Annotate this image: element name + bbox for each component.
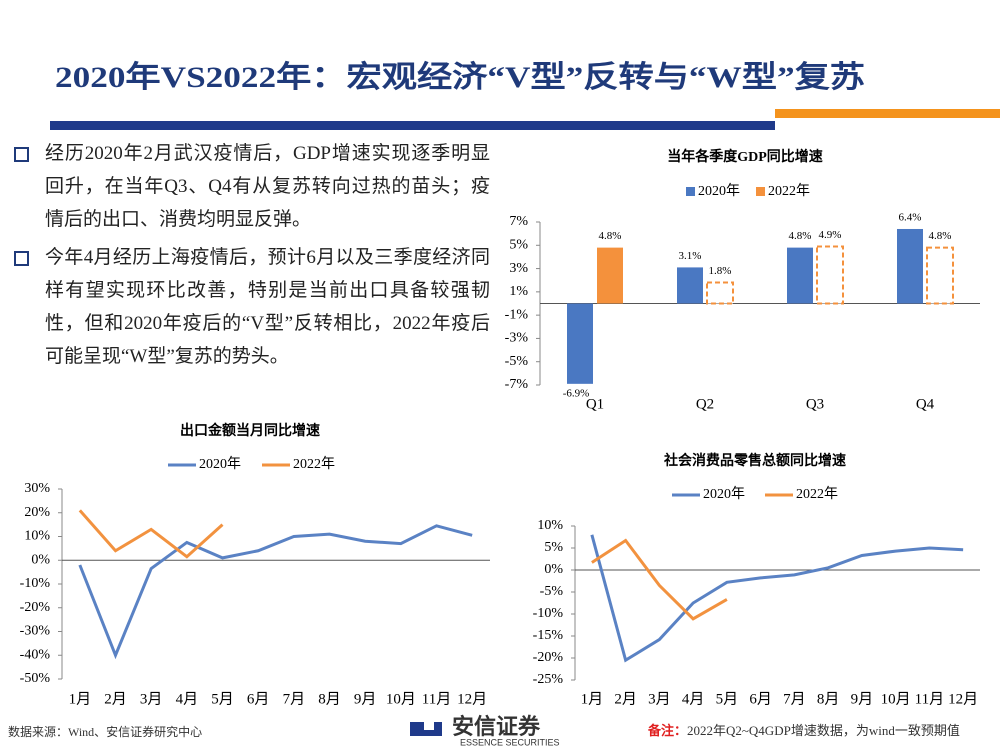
x-tick-label: 1月: [69, 691, 92, 707]
x-tick-label: Q2: [696, 396, 714, 412]
legend-label: 2020年: [698, 183, 740, 199]
y-tick-label: -5%: [505, 354, 529, 369]
chart-title: 社会消费品零售总额同比增速: [663, 452, 846, 469]
bar: [816, 245, 844, 305]
value-label: 4.8%: [929, 230, 952, 242]
y-tick-label: -25%: [533, 672, 564, 687]
y-tick-label: 0%: [544, 562, 563, 577]
y-tick-label: -3%: [505, 331, 529, 346]
y-tick-label: 5%: [544, 540, 563, 555]
x-tick-label: 3月: [648, 691, 671, 707]
y-tick-label: -30%: [20, 624, 51, 639]
x-tick-label: 6月: [749, 691, 772, 707]
x-tick-label: 1月: [581, 691, 604, 707]
bullet: 经历2020年2月武汉疫情后，GDP增速实现逐季明显回升，在当年Q3、Q4有从复…: [14, 137, 490, 236]
y-tick-label: 10%: [537, 518, 563, 533]
x-tick-label: 2月: [104, 691, 127, 707]
bar: [597, 247, 623, 304]
logo-en: ESSENCE SECURITIES: [460, 737, 560, 747]
note-label: 备注：: [647, 723, 687, 738]
line: [78, 524, 473, 660]
y-tick-label: -20%: [20, 600, 51, 615]
bar: [567, 303, 593, 384]
bar: [787, 247, 813, 304]
x-tick-label: Q3: [806, 396, 824, 412]
y-tick-label: 30%: [24, 481, 50, 496]
title-bar-accent: [775, 109, 1000, 118]
y-tick-label: -15%: [533, 628, 564, 643]
value-label: 1.8%: [709, 265, 732, 277]
line: [78, 509, 224, 559]
value-label: 4.8%: [599, 230, 622, 242]
x-tick-label: Q4: [916, 396, 935, 412]
value-label: 4.8%: [789, 230, 812, 242]
y-tick-label: -1%: [505, 307, 529, 322]
value-label: 6.4%: [899, 212, 922, 224]
y-tick-label: 5%: [509, 238, 528, 253]
bar: [926, 246, 954, 305]
y-tick-label: 3%: [509, 261, 528, 276]
x-tick-label: 12月: [457, 691, 487, 707]
legend-label: 2022年: [293, 456, 335, 472]
legend-label: 2022年: [796, 486, 838, 502]
legend-swatch: [756, 187, 765, 196]
x-tick-label: 9月: [851, 691, 874, 707]
y-tick-label: -50%: [20, 671, 51, 686]
x-tick-label: 4月: [176, 691, 199, 707]
y-tick-label: 1%: [509, 284, 528, 299]
x-tick-label: 8月: [817, 691, 840, 707]
x-tick-label: 3月: [140, 691, 163, 707]
logo-text: 安信证券: [452, 714, 541, 740]
y-tick-label: -7%: [505, 377, 529, 392]
note: 2022年Q2~Q4GDP增速数据，为wind一致预期值: [687, 723, 960, 738]
x-tick-label: 10月: [881, 691, 911, 707]
y-tick-label: 10%: [24, 529, 50, 544]
x-tick-label: 10月: [386, 691, 416, 707]
line: [590, 534, 964, 663]
x-tick-label: 7月: [283, 691, 306, 707]
x-tick-label: 6月: [247, 691, 270, 707]
y-tick-label: -40%: [20, 647, 51, 662]
y-tick-label: 0%: [31, 552, 50, 567]
x-tick-label: 11月: [915, 691, 944, 707]
bullet: 今年4月经历上海疫情后，预计6月以及三季度经济同样有望实现环比改善，特别是当前出…: [14, 241, 490, 373]
y-tick-label: 7%: [509, 214, 528, 229]
legend-label: 2020年: [703, 486, 745, 502]
bar: [706, 281, 734, 305]
x-tick-label: 5月: [716, 691, 739, 707]
value-label: 3.1%: [679, 250, 702, 262]
x-tick-label: 8月: [318, 691, 341, 707]
y-tick-label: -5%: [540, 584, 564, 599]
y-tick-label: -10%: [20, 576, 51, 591]
title-bar: [50, 121, 775, 130]
value-label: 4.9%: [819, 229, 842, 241]
bar: [677, 267, 703, 304]
x-tick-label: 4月: [682, 691, 705, 707]
legend-swatch: [686, 187, 695, 196]
y-tick-label: 20%: [24, 505, 50, 520]
y-tick-label: -10%: [533, 606, 564, 621]
source: 数据来源：Wind、安信证券研究中心: [8, 724, 202, 739]
x-tick-label: 9月: [354, 691, 377, 707]
x-tick-label: Q1: [586, 396, 604, 412]
chart-title: 出口金额当月同比增速: [180, 422, 320, 439]
x-tick-label: 2月: [614, 691, 637, 707]
value-label: -6.9%: [563, 387, 590, 399]
bar: [897, 228, 923, 304]
bullet-text: 经历2020年2月武汉疫情后，GDP增速实现逐季明显回升，在当年Q3、Q4有从复…: [45, 143, 490, 230]
slide-title: 2020年VS2022年：宏观经济“V型”反转与“W型”复苏: [55, 60, 865, 94]
x-tick-label: 7月: [783, 691, 806, 707]
bullet-text: 今年4月经历上海疫情后，预计6月以及三季度经济同样有望实现环比改善，特别是当前出…: [45, 247, 490, 367]
x-tick-label: 5月: [211, 691, 234, 707]
logo-icon: [410, 722, 442, 736]
line: [591, 538, 728, 621]
chart-title: 当年各季度GDP同比增速: [667, 148, 823, 165]
x-tick-label: 12月: [948, 691, 978, 707]
legend-label: 2020年: [199, 456, 241, 472]
legend-label: 2022年: [768, 183, 810, 199]
x-tick-label: 11月: [422, 691, 451, 707]
y-tick-label: -20%: [533, 650, 564, 665]
